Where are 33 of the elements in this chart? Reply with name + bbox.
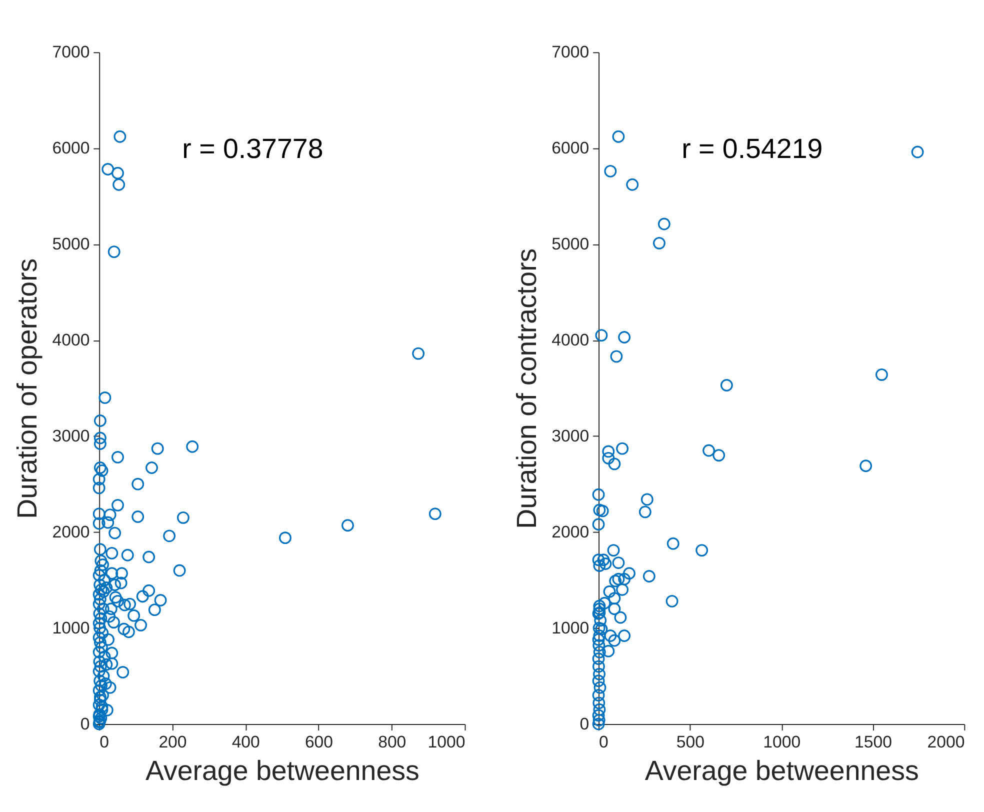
x-tick-label: 2000 — [927, 732, 965, 752]
y-tick-label: 5000 — [552, 234, 590, 254]
x-tick-label: 1500 — [854, 732, 892, 752]
y-tick-label: 2000 — [552, 522, 590, 542]
x-tick-label: 200 — [158, 732, 187, 752]
x-tick-label: 0 — [100, 732, 109, 752]
y-tick-label: 7000 — [552, 42, 590, 62]
y-tick-label: 4000 — [552, 330, 590, 350]
y-axis-title: Duration of contractors — [510, 248, 542, 529]
y-tick-label: 7000 — [52, 42, 90, 62]
x-tick-label: 400 — [232, 732, 260, 752]
y-tick-label: 3000 — [52, 426, 90, 446]
y-tick-label: 2000 — [52, 522, 90, 542]
y-tick-label: 6000 — [552, 138, 590, 158]
y-tick-label: 4000 — [52, 330, 90, 350]
x-tick-label: 1000 — [428, 732, 466, 752]
y-tick-label: 1000 — [52, 618, 90, 638]
x-tick-label: 800 — [378, 732, 406, 752]
y-tick-label: 6000 — [52, 138, 90, 158]
y-tick-label: 1000 — [552, 618, 590, 638]
y-tick-label: 0 — [580, 714, 590, 734]
x-axis-title: Average betweenness — [145, 755, 420, 786]
x-tick-label: 1000 — [763, 732, 801, 752]
x-tick-label: 600 — [304, 732, 334, 752]
y-axis-title: Duration of operators — [11, 258, 42, 519]
annotation: r = 0.37778 — [182, 133, 324, 164]
x-axis-title: Average betweenness — [644, 755, 919, 786]
x-tick-label: 500 — [676, 732, 704, 752]
y-tick-label: 3000 — [552, 426, 590, 446]
annotation: r = 0.54219 — [682, 133, 823, 164]
y-tick-label: 5000 — [52, 234, 90, 254]
y-tick-label: 0 — [80, 714, 90, 734]
x-tick-label: 0 — [599, 732, 608, 752]
